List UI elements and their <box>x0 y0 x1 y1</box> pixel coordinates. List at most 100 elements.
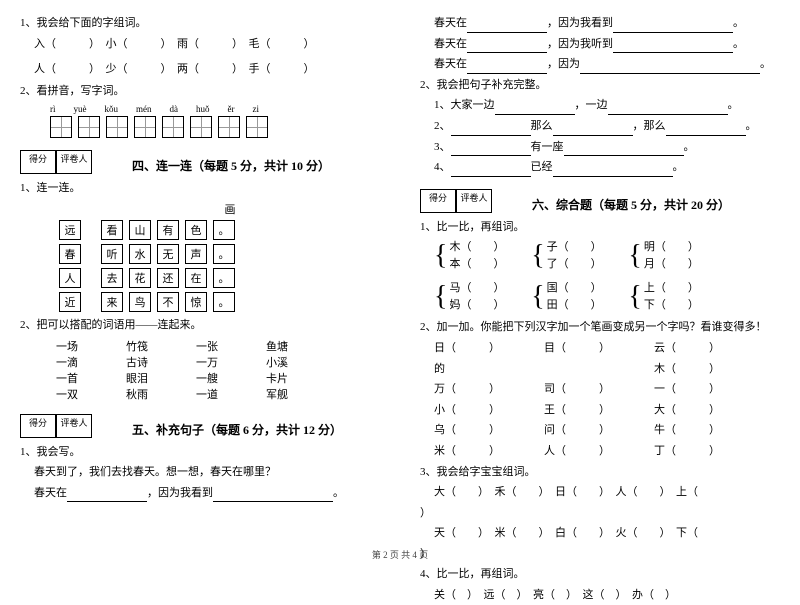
mw: 眼泪 <box>126 370 196 386</box>
score-box-6: 得分 评卷人 六、综合题（每题 5 分，共计 20 分） <box>420 189 780 213</box>
grid-cell[interactable] <box>134 116 156 138</box>
poem-row: 远 看山有色。 <box>56 219 380 241</box>
grid-cell[interactable] <box>50 116 72 138</box>
mw: 一万 <box>196 354 266 370</box>
c: 上（ <box>676 486 698 498</box>
blank[interactable] <box>451 144 531 156</box>
blank[interactable] <box>613 41 733 53</box>
match-table: 一场竹筏一张鱼塘 一滴古诗一万小溪 一首眼泪一艘卡片 一双秋雨一道军舰 <box>56 338 380 402</box>
blank[interactable] <box>608 103 728 115</box>
item: 国（ ） <box>547 280 602 297</box>
section-6-title: 六、综合题（每题 5 分，共计 20 分） <box>532 196 730 213</box>
s6q1-row1: {木（ ）本（ ） {子（ ）了（ ） {明（ ）月（ ） <box>420 239 780 272</box>
poem-char: 花 <box>129 268 151 288</box>
curly-group: {马（ ）妈（ ） <box>434 280 504 313</box>
q1-r2-0: 人（ ） <box>34 63 95 75</box>
q1-r1-0: 入（ ） <box>34 38 95 50</box>
blank[interactable] <box>451 124 531 136</box>
blank[interactable] <box>564 144 684 156</box>
curly-group: {明（ ）月（ ） <box>628 239 698 272</box>
poem-char: 听 <box>101 244 123 264</box>
mw: 一首 <box>56 370 126 386</box>
blank[interactable] <box>213 490 333 502</box>
item: 木（ ） <box>449 239 504 256</box>
s4-q1: 1、连一连。 <box>20 180 380 198</box>
grid-cell[interactable] <box>218 116 240 138</box>
num: 4、 <box>420 568 437 580</box>
c: 云（ ） <box>654 342 720 354</box>
left-char: 人 <box>59 268 81 288</box>
s6-q1: 1、比一比，再组词。 <box>420 219 780 237</box>
brace-icon: { <box>628 243 641 268</box>
grid-cell[interactable] <box>78 116 100 138</box>
num: 2、 <box>420 321 437 333</box>
c: 牛（ ） <box>654 424 720 436</box>
py-5: huǒ <box>196 104 210 114</box>
txt: 春天在 <box>434 58 467 70</box>
r-line-a: 春天在，因为我看到。 <box>420 15 780 33</box>
blank[interactable] <box>666 124 746 136</box>
poem-char: 色 <box>185 220 207 240</box>
title: 加一加。你能把下列汉字加一个笔画变成另一个字吗？看谁变得多！ <box>437 321 767 333</box>
q1-num: 1、 <box>20 17 37 29</box>
q1-r1-1: 小（ ） <box>106 38 167 50</box>
blank[interactable] <box>467 41 547 53</box>
grid-cell[interactable] <box>190 116 212 138</box>
q1-title: 1、我会给下面的字组词。 <box>20 15 380 33</box>
py-3: mén <box>136 104 152 114</box>
brace-icon: { <box>434 243 447 268</box>
left-char: 远 <box>59 220 81 240</box>
s6-q4: 4、比一比，再组词。 <box>420 566 780 584</box>
blank[interactable] <box>467 62 547 74</box>
blank[interactable] <box>67 490 147 502</box>
item: 本（ ） <box>449 256 504 273</box>
c: 问（ ） <box>544 422 654 440</box>
rq2-title: 我会把句子补充完整。 <box>437 79 547 91</box>
num: 1、 <box>420 221 437 233</box>
s6q3-r1: 大（ ） 禾（ ） 日（ ） 人（ ） 上（ <box>420 484 780 502</box>
poem-char: 在 <box>185 268 207 288</box>
blank[interactable] <box>553 124 633 136</box>
poem-char: 。 <box>213 220 235 240</box>
txt: 春天在 <box>434 17 467 29</box>
c: 大（ ） <box>654 404 720 416</box>
brace-icon: { <box>434 284 447 309</box>
poem-row: 人 去花还在。 <box>56 267 380 289</box>
s4q2-num: 2、 <box>20 319 37 331</box>
blank[interactable] <box>613 21 733 33</box>
txt: ，一边 <box>575 99 608 111</box>
s6q2-rows: 日（ ）目（ ）云（ ） 的木（ ） 万（ ）司（ ）一（ ） 小（ ）王（ ）… <box>420 340 780 461</box>
txt: 。 <box>728 99 739 111</box>
curly-group: {上（ ）下（ ） <box>628 280 698 313</box>
txt: 2、 <box>434 120 451 132</box>
r-line-c: 春天在，因为。 <box>420 56 780 74</box>
match-row: 一双秋雨一道军舰 <box>56 386 380 402</box>
item: 月（ ） <box>644 256 699 273</box>
poem-char: 无 <box>157 244 179 264</box>
c: 的 <box>434 361 544 379</box>
txt: 。 <box>760 58 771 70</box>
rq2-l3: 3、有一座。 <box>420 139 780 157</box>
c: 目（ ） <box>544 340 654 358</box>
blank[interactable] <box>467 21 547 33</box>
mw: 小溪 <box>266 354 336 370</box>
poem-char: 惊 <box>185 292 207 312</box>
q1-r2-1: 少（ ） <box>106 63 167 75</box>
blank[interactable] <box>580 62 760 74</box>
blank[interactable] <box>553 165 673 177</box>
c: 这（ ） <box>583 589 622 601</box>
blank[interactable] <box>495 103 575 115</box>
txt: 。 <box>684 141 695 153</box>
rq2-l4: 4、已经。 <box>420 159 780 177</box>
grid-cell[interactable] <box>246 116 268 138</box>
grid-cell[interactable] <box>106 116 128 138</box>
mw: 一场 <box>56 338 126 354</box>
blank[interactable] <box>451 165 531 177</box>
grid-cell[interactable] <box>162 116 184 138</box>
rq2-l2: 2、那么，那么。 <box>420 118 780 136</box>
title: 我会给字宝宝组词。 <box>437 466 536 478</box>
q1-title-text: 我会给下面的字组词。 <box>37 17 147 29</box>
grader-cell: 评卷人 <box>56 414 92 438</box>
mw: 秋雨 <box>126 386 196 402</box>
brace-icon: { <box>531 284 544 309</box>
